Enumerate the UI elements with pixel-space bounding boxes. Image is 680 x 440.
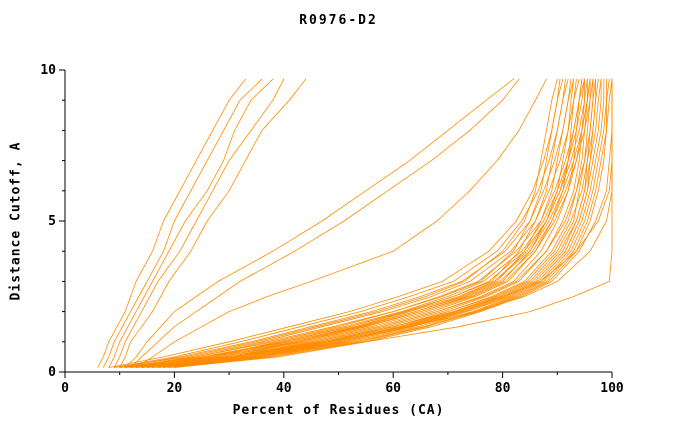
model-curve [135,78,585,368]
x-axis-label: Percent of Residues (CA) [232,403,445,418]
y-tick-label: 0 [48,365,56,380]
model-curve [113,78,285,368]
model-curve [152,78,594,368]
model-curve [135,78,599,368]
model-curve [108,78,274,368]
model-curve [130,78,572,368]
x-tick-label: 80 [495,381,511,396]
model-curve [119,78,307,368]
model-curve [141,78,602,368]
model-curve [163,78,610,368]
model-curve [108,78,561,368]
model-curve [124,78,591,368]
x-tick-label: 60 [385,381,401,396]
model-curve [124,78,580,368]
model-curve [119,78,585,368]
model-curve [102,78,263,368]
model-curve [146,78,613,368]
x-tick-label: 0 [61,381,69,396]
model-curve [113,78,558,368]
model-curve [152,78,605,368]
x-tick-label: 100 [600,381,624,396]
model-curve [157,78,607,368]
model-curve [141,78,577,368]
model-curve [124,78,514,368]
model-curve [130,78,583,368]
model-curve [146,78,602,368]
plot-title: R0976-D2 [299,13,378,28]
model-curve [97,78,246,368]
x-tick-label: 40 [276,381,292,396]
model-curve [135,78,547,368]
model-curve [146,78,591,368]
y-tick-label: 10 [40,63,56,78]
model-curve [141,78,588,368]
model-curve [163,78,591,368]
model-curve [168,78,613,368]
x-tick-label: 20 [167,381,183,396]
model-curve [119,78,575,368]
model-curve [130,78,596,368]
y-tick-label: 5 [48,214,56,229]
model-curve [173,78,613,368]
model-curve [130,78,520,368]
model-curve [113,78,566,368]
